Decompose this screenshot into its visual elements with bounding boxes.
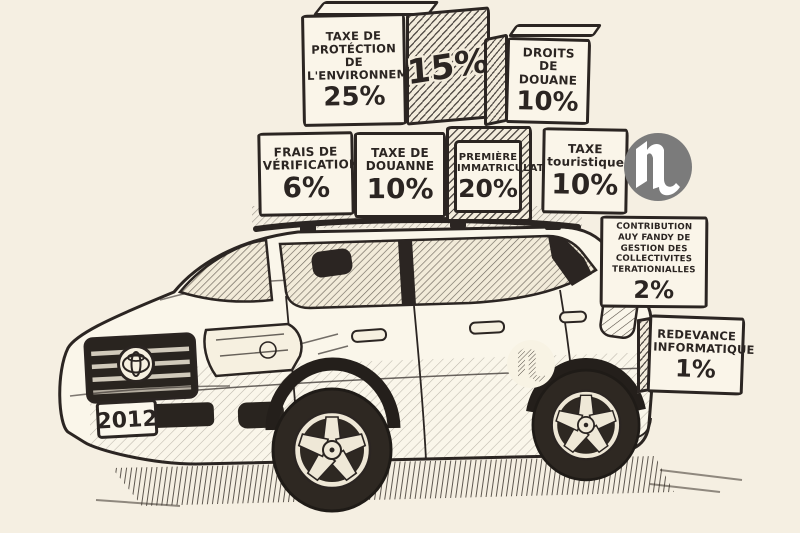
door-handles <box>351 310 587 343</box>
side-windows <box>278 234 598 310</box>
license-plate: 2012 <box>95 399 158 439</box>
box-top-face <box>507 24 603 37</box>
tax-value: 20% <box>458 174 518 204</box>
tax-box-redevance-informatique: REDEVANCE INFORMATIQUE 1% <box>646 314 755 396</box>
windshield <box>177 238 274 303</box>
tax-box-taxe-douane: TAXE DE DOUANNE 10% <box>354 132 446 218</box>
tax-box-inner-label: PREMIÈRE IMMATRICULATION 20% <box>454 140 566 213</box>
tax-label: TAXE DE DOUANNE <box>365 145 435 173</box>
rear-wheel-arch <box>526 357 646 414</box>
tax-box-premiere-immatriculation: PREMIÈRE IMMATRICULATION 20% <box>446 126 566 222</box>
headlight <box>203 322 303 378</box>
tax-label: REDEVANCE INFORMATIQUE <box>653 326 755 358</box>
tax-box-contribution-collectivites: CONTRIBUTION AUY FANDY DE GESTION DES CO… <box>599 215 709 309</box>
tax-label: TAXE DE PROTÉCTION DE L'ENVIRONNEMÉNT <box>306 28 435 83</box>
tax-label: FRAIS DE VÉRIFICATION <box>262 144 360 173</box>
tax-value: 10% <box>550 167 619 203</box>
front-wheel <box>271 387 393 513</box>
tax-value: 6% <box>282 171 331 205</box>
tax-label: CONTRIBUTION AUY FANDY DE GESTION DES CO… <box>612 221 696 276</box>
hood-streaks <box>299 333 349 355</box>
tax-value: 1% <box>674 354 717 384</box>
tax-label: TAXE touristique <box>547 141 625 170</box>
ground-shadow <box>95 456 743 507</box>
tax-label: PREMIÈRE IMMATRICULATION <box>457 151 566 174</box>
tax-box-frais-verification: FRAIS DE VÉRIFICATION 6% <box>257 131 360 217</box>
rear-wheel <box>531 368 641 482</box>
roof-rack <box>253 217 581 233</box>
tax-box-environnement: TAXE DE PROTÉCTION DE L'ENVIRONNEMÉNT 25… <box>301 13 435 127</box>
tax-box-taxe-touristique: TAXE touristique 10% <box>541 127 629 215</box>
tax-label: DROITS DE DOUANE <box>518 45 578 88</box>
wing-mirror <box>311 248 353 278</box>
tax-value: 10% <box>515 86 579 118</box>
newspaper-badge <box>624 133 692 201</box>
plate-number: 2012 <box>96 406 158 434</box>
tax-box-droits-douane: DROITS DE DOUANE 10% <box>504 36 592 126</box>
tax-value: 2% <box>633 275 675 305</box>
front-wheel-arch <box>265 357 401 431</box>
tax-box-side-15: 15% <box>406 6 490 126</box>
tax-value: 10% <box>366 172 434 206</box>
tax-value: 15% <box>406 40 490 93</box>
blackletter-n-icon <box>636 141 680 196</box>
door-logo <box>507 340 555 388</box>
tax-value: 25% <box>323 81 386 113</box>
brand-emblem-icon <box>117 345 155 383</box>
